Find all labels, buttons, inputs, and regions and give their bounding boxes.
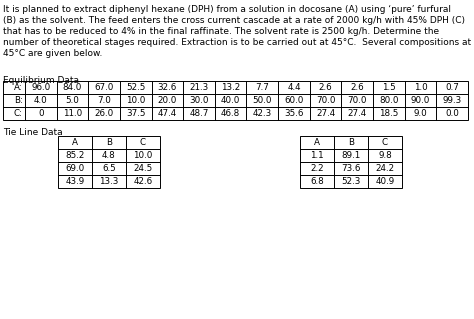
Text: 26.0: 26.0	[94, 109, 114, 118]
Text: 24.2: 24.2	[375, 164, 394, 173]
Text: 4.8: 4.8	[102, 151, 116, 160]
Text: 85.2: 85.2	[65, 151, 85, 160]
Text: 9.8: 9.8	[378, 151, 392, 160]
Text: 32.6: 32.6	[158, 83, 177, 92]
Text: 1.5: 1.5	[382, 83, 396, 92]
Text: 7.7: 7.7	[255, 83, 269, 92]
Text: 90.0: 90.0	[411, 96, 430, 105]
Text: B:: B:	[14, 96, 23, 105]
Text: 42.6: 42.6	[134, 177, 153, 186]
Text: 40.0: 40.0	[221, 96, 240, 105]
Text: 73.6: 73.6	[341, 164, 361, 173]
Text: number of theoretical stages required. Extraction is to be carried out at 45°C. : number of theoretical stages required. E…	[3, 38, 471, 47]
Text: 21.3: 21.3	[190, 83, 209, 92]
Text: It is planned to extract diphenyl hexane (DPH) from a solution in docosane (A) u: It is planned to extract diphenyl hexane…	[3, 5, 451, 14]
Text: C: C	[382, 138, 388, 147]
Text: A: A	[314, 138, 320, 147]
Text: 2.6: 2.6	[319, 83, 332, 92]
Text: 52.3: 52.3	[341, 177, 361, 186]
Text: 46.8: 46.8	[221, 109, 240, 118]
Text: 27.4: 27.4	[316, 109, 335, 118]
Text: 42.3: 42.3	[253, 109, 272, 118]
Text: 6.5: 6.5	[102, 164, 116, 173]
Text: 70.0: 70.0	[316, 96, 336, 105]
Text: 40.9: 40.9	[375, 177, 395, 186]
Text: 99.3: 99.3	[443, 96, 462, 105]
Text: 60.0: 60.0	[284, 96, 304, 105]
Text: 70.0: 70.0	[347, 96, 367, 105]
Text: 27.4: 27.4	[347, 109, 367, 118]
Text: 96.0: 96.0	[31, 83, 50, 92]
Text: 30.0: 30.0	[189, 96, 209, 105]
Text: 10.0: 10.0	[133, 151, 153, 160]
Text: 0: 0	[38, 109, 44, 118]
Text: 1.1: 1.1	[310, 151, 324, 160]
Text: 52.5: 52.5	[126, 83, 146, 92]
Text: 1.0: 1.0	[414, 83, 428, 92]
Text: 69.0: 69.0	[65, 164, 85, 173]
Text: 2.6: 2.6	[350, 83, 364, 92]
Text: 0.0: 0.0	[445, 109, 459, 118]
Text: 13.3: 13.3	[100, 177, 118, 186]
Text: 45°C are given below.: 45°C are given below.	[3, 49, 102, 58]
Text: 4.4: 4.4	[287, 83, 301, 92]
Text: 37.5: 37.5	[126, 109, 146, 118]
Text: 67.0: 67.0	[94, 83, 114, 92]
Text: 47.4: 47.4	[158, 109, 177, 118]
Text: 11.0: 11.0	[63, 109, 82, 118]
Text: 20.0: 20.0	[158, 96, 177, 105]
Text: C:: C:	[14, 109, 23, 118]
Text: A:: A:	[14, 83, 23, 92]
Text: (B) as the solvent. The feed enters the cross current cascade at a rate of 2000 : (B) as the solvent. The feed enters the …	[3, 16, 465, 25]
Text: 9.0: 9.0	[414, 109, 428, 118]
Text: 43.9: 43.9	[65, 177, 85, 186]
Text: 5.0: 5.0	[65, 96, 80, 105]
Text: B: B	[348, 138, 354, 147]
Text: 24.5: 24.5	[133, 164, 153, 173]
Text: 89.1: 89.1	[341, 151, 361, 160]
Text: 84.0: 84.0	[63, 83, 82, 92]
Text: 2.2: 2.2	[310, 164, 324, 173]
Text: B: B	[106, 138, 112, 147]
Text: Tie Line Data: Tie Line Data	[3, 128, 63, 137]
Text: 80.0: 80.0	[379, 96, 399, 105]
Text: 35.6: 35.6	[284, 109, 304, 118]
Text: 0.7: 0.7	[445, 83, 459, 92]
Text: Equilibrium Data: Equilibrium Data	[3, 76, 79, 85]
Text: 6.8: 6.8	[310, 177, 324, 186]
Text: 4.0: 4.0	[34, 96, 48, 105]
Text: 18.5: 18.5	[379, 109, 399, 118]
Text: 7.0: 7.0	[97, 96, 111, 105]
Bar	[58, 136, 160, 188]
Text: 50.0: 50.0	[253, 96, 272, 105]
Text: 48.7: 48.7	[189, 109, 209, 118]
Bar	[300, 136, 402, 188]
Bar	[3, 81, 468, 120]
Text: 13.2: 13.2	[221, 83, 240, 92]
Text: C: C	[140, 138, 146, 147]
Text: that has to be reduced to 4% in the final raffinate. The solvent rate is 2500 kg: that has to be reduced to 4% in the fina…	[3, 27, 439, 36]
Text: 10.0: 10.0	[126, 96, 146, 105]
Text: A: A	[72, 138, 78, 147]
